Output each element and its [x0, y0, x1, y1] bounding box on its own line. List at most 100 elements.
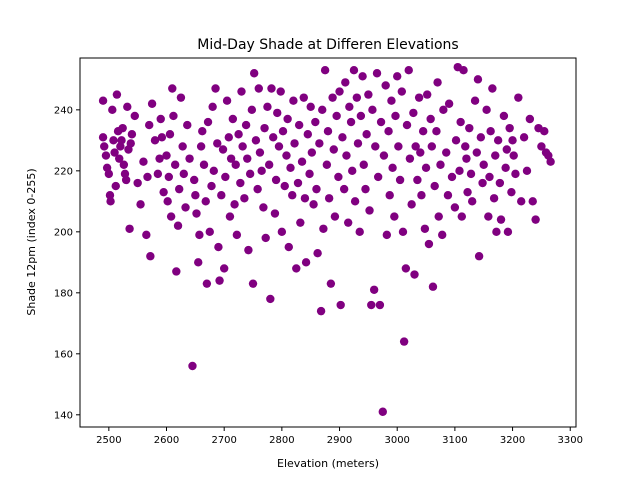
data-point	[101, 151, 111, 160]
data-point	[280, 181, 289, 191]
x-tick-label: 2800	[269, 435, 294, 446]
data-point	[478, 178, 487, 188]
data-point	[517, 197, 526, 206]
data-point	[145, 120, 154, 130]
data-point	[492, 227, 501, 237]
y-axis-label: Shade 12pm (index 0-255)	[25, 168, 38, 315]
data-point	[405, 154, 415, 163]
y-axis-ticks: 140 160 180 200 220 240	[54, 105, 80, 421]
data-point	[201, 197, 210, 206]
data-point	[248, 279, 258, 288]
data-point	[238, 142, 247, 151]
data-point	[217, 191, 226, 200]
data-point	[373, 172, 383, 182]
data-point	[294, 120, 304, 130]
data-point	[300, 194, 310, 203]
y-tick-label: 240	[54, 105, 73, 116]
data-point	[432, 126, 441, 136]
data-point	[111, 181, 120, 191]
data-point	[292, 264, 301, 273]
data-point	[430, 181, 439, 191]
data-point	[409, 108, 418, 118]
data-point	[511, 169, 520, 179]
y-tick-label: 200	[54, 227, 73, 238]
data-point	[296, 218, 305, 227]
y-tick-label: 180	[54, 288, 73, 299]
data-point	[222, 96, 232, 105]
chart-title: Mid-Day Shade at Differen Elevations	[197, 37, 458, 53]
data-point	[372, 69, 382, 78]
data-point	[463, 187, 472, 197]
data-point	[219, 264, 229, 273]
data-point	[410, 270, 419, 279]
data-point	[326, 279, 336, 288]
data-point	[127, 130, 137, 139]
data-point	[328, 93, 337, 102]
data-point	[335, 87, 344, 96]
data-point	[271, 175, 281, 185]
data-point	[411, 142, 420, 151]
data-point	[293, 178, 303, 188]
data-point	[121, 175, 131, 185]
data-point	[330, 212, 340, 221]
data-point	[343, 218, 353, 227]
data-point	[100, 142, 109, 151]
data-point	[341, 78, 350, 87]
data-point	[150, 136, 160, 145]
data-point	[290, 139, 299, 148]
data-point	[118, 123, 127, 133]
data-point	[162, 151, 171, 160]
data-point	[244, 245, 253, 255]
data-point	[345, 102, 354, 111]
data-point	[329, 145, 338, 154]
data-point	[421, 163, 431, 172]
data-point	[303, 130, 313, 139]
data-point	[320, 66, 330, 75]
data-point	[108, 105, 117, 115]
data-point	[482, 105, 491, 115]
data-point	[525, 114, 535, 124]
data-point	[375, 300, 385, 310]
data-point	[270, 209, 280, 218]
data-point	[312, 184, 321, 194]
data-point	[253, 184, 262, 194]
data-point	[461, 142, 470, 151]
data-point	[251, 136, 261, 145]
data-point	[181, 203, 190, 212]
data-point	[195, 230, 204, 240]
data-point	[194, 258, 203, 267]
data-point	[528, 197, 537, 206]
data-point	[301, 258, 311, 267]
x-tick-label: 2700	[211, 435, 236, 446]
data-point	[447, 172, 457, 182]
data-point	[231, 160, 240, 169]
data-point	[98, 133, 108, 142]
data-point	[505, 123, 514, 133]
data-point	[502, 145, 511, 154]
data-point	[133, 178, 142, 188]
data-point	[211, 84, 220, 93]
data-point	[245, 169, 255, 179]
data-point	[159, 187, 168, 197]
data-point	[508, 136, 517, 145]
data-point	[346, 117, 356, 127]
data-point	[196, 142, 206, 151]
data-point	[342, 151, 351, 160]
data-point	[260, 123, 269, 133]
data-point	[259, 203, 268, 212]
data-point	[136, 200, 145, 209]
data-point	[106, 197, 115, 206]
data-point	[139, 157, 148, 166]
data-point	[457, 212, 466, 221]
data-point	[459, 66, 468, 75]
data-point	[489, 194, 499, 203]
y-tick-label: 140	[54, 410, 73, 421]
data-point	[381, 81, 390, 90]
data-point	[546, 157, 555, 166]
data-point	[509, 151, 518, 160]
data-point	[232, 230, 242, 240]
points-layer	[98, 62, 555, 416]
data-point	[522, 166, 532, 176]
data-point	[263, 102, 272, 111]
